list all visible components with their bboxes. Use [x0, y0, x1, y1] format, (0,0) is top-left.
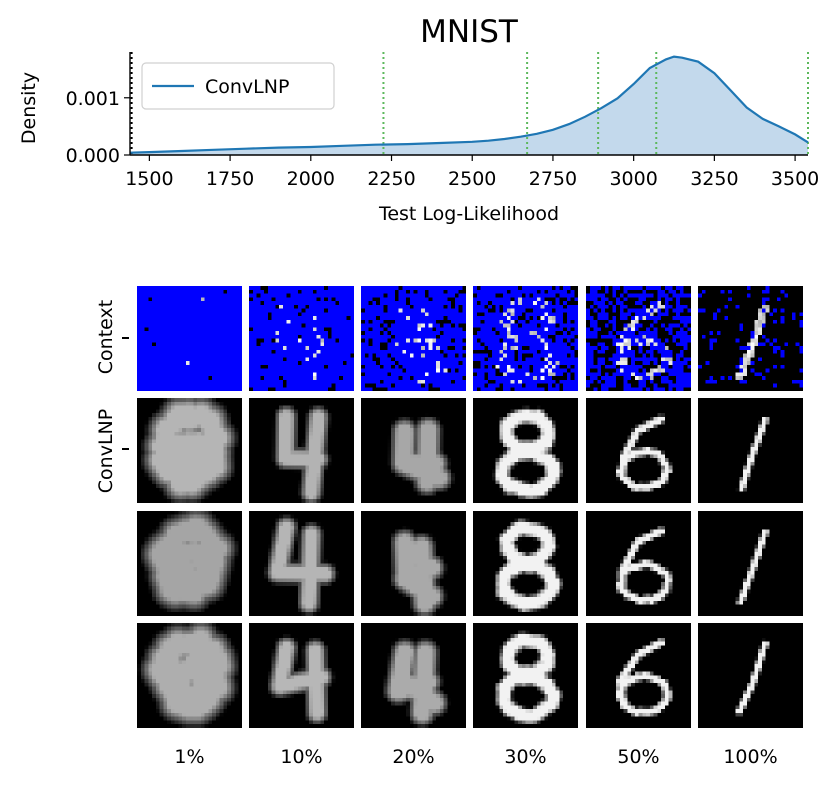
- y-tick-label: 0.000: [66, 145, 120, 167]
- sample-tile-image: [137, 398, 242, 503]
- x-tick-label: 1750: [206, 168, 254, 190]
- x-tick-label: 2000: [287, 168, 335, 190]
- sample-tile: [361, 511, 466, 616]
- sample-tile: [586, 511, 691, 616]
- sample-tile: [137, 623, 242, 728]
- density-area: [130, 56, 808, 155]
- column-label: 20%: [392, 746, 435, 768]
- row-tick-context: [122, 337, 129, 339]
- context-tile-image: [249, 286, 354, 391]
- sample-tile: [249, 398, 354, 503]
- sample-tile-image: [137, 623, 242, 728]
- x-tick-label: 3500: [771, 168, 819, 190]
- sample-tile: [361, 398, 466, 503]
- sample-tile-image: [698, 623, 803, 728]
- sample-tile: [698, 623, 803, 728]
- y-axis-label: Density: [18, 72, 40, 144]
- row-label-convlnp: ConvLNP: [95, 408, 117, 494]
- sample-tile: [137, 398, 242, 503]
- sample-tile: [586, 623, 691, 728]
- sample-tile-image: [698, 398, 803, 503]
- column-label: 50%: [617, 746, 660, 768]
- context-tile-image: [586, 286, 691, 391]
- x-tick-label: 2500: [448, 168, 496, 190]
- context-tile: [361, 286, 466, 391]
- sample-tile: [473, 623, 578, 728]
- legend-box: [141, 62, 335, 110]
- context-tile-image: [361, 286, 466, 391]
- sample-tile: [473, 398, 578, 503]
- sample-tile: [586, 398, 691, 503]
- sample-tile-image: [361, 511, 466, 616]
- x-tick-label: 1500: [125, 168, 173, 190]
- sample-tile-image: [698, 511, 803, 616]
- context-tile: [586, 286, 691, 391]
- chart-title: MNIST: [420, 14, 519, 50]
- sample-tile-image: [473, 623, 578, 728]
- sample-tile-image: [586, 623, 691, 728]
- x-tick-label: 2750: [529, 168, 577, 190]
- sample-tile-image: [361, 623, 466, 728]
- column-label: 1%: [174, 746, 205, 768]
- sample-tile-image: [361, 398, 466, 503]
- sample-tile-image: [473, 398, 578, 503]
- sample-tile-image: [586, 511, 691, 616]
- context-tile: [137, 286, 242, 391]
- context-tile: [473, 286, 578, 391]
- density-line: [129, 55, 809, 154]
- legend: ConvLNP: [141, 62, 335, 110]
- context-tile-image: [473, 286, 578, 391]
- x-tick-label: 3250: [690, 168, 738, 190]
- sample-tile-image: [586, 398, 691, 503]
- sample-tile-image: [249, 623, 354, 728]
- sample-tile: [473, 511, 578, 616]
- plot-area: 1500 1750 2000 2250 2500 2750 3000 3250 3500 0.00…: [66, 52, 819, 190]
- context-tile: [698, 286, 803, 391]
- legend-entry: ConvLNP: [205, 76, 289, 98]
- context-tile-image: [137, 286, 242, 391]
- sample-tile-image: [137, 511, 242, 616]
- x-axis-label: Test Log-Likelihood: [378, 203, 559, 225]
- column-label: 30%: [504, 746, 547, 768]
- sample-tile-image: [249, 511, 354, 616]
- column-label: 10%: [280, 746, 323, 768]
- sample-tile-image: [473, 511, 578, 616]
- row-tick-convlnp: [122, 448, 129, 450]
- sample-tile: [137, 511, 242, 616]
- x-tick-label: 3000: [609, 168, 657, 190]
- column-label: 100%: [723, 746, 778, 768]
- sample-tile: [698, 511, 803, 616]
- y-tick-label: 0.001: [66, 88, 120, 110]
- context-tile-image: [698, 286, 803, 391]
- sample-tile: [361, 623, 466, 728]
- row-label-context: Context: [95, 299, 117, 375]
- sample-tile: [698, 398, 803, 503]
- x-tick-label: 2250: [367, 168, 415, 190]
- sample-tile: [249, 623, 354, 728]
- sample-tile: [249, 511, 354, 616]
- sample-tile-image: [249, 398, 354, 503]
- context-tile: [249, 286, 354, 391]
